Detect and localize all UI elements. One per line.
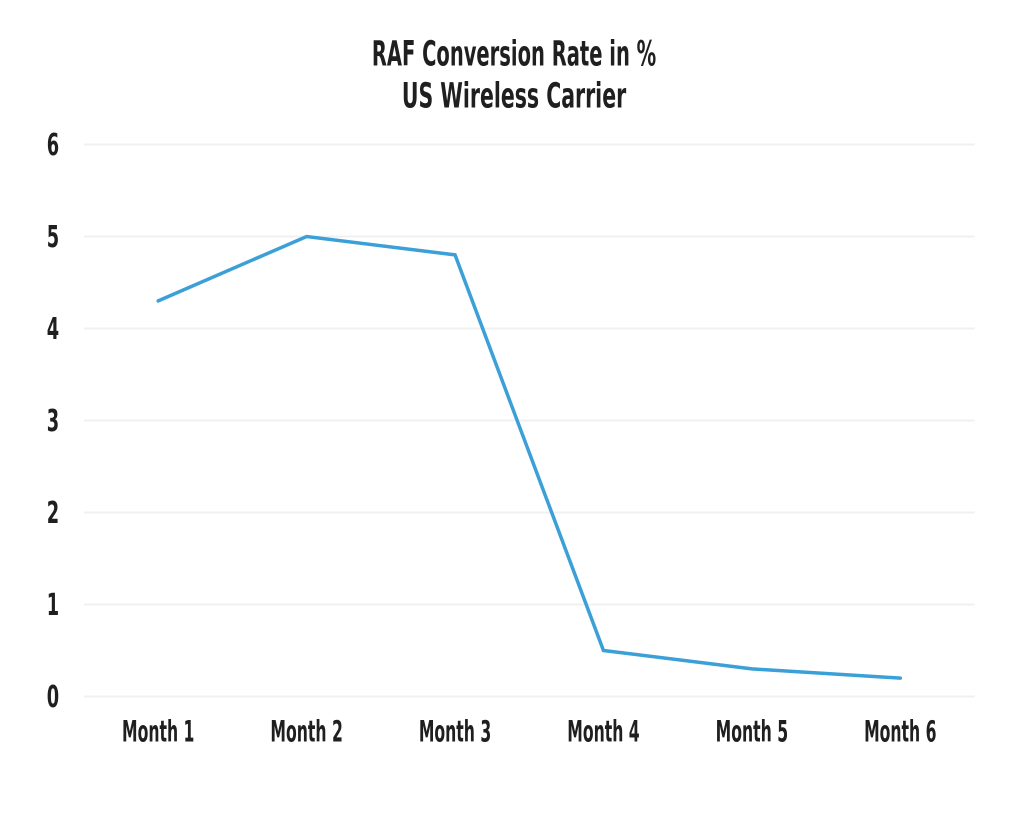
y-tick-label: 2 [47, 495, 59, 530]
x-axis-labels: Month 1 Month 2 Month 3 Month 4 Month 5 Month… [122, 715, 937, 749]
y-tick-label: 4 [47, 311, 59, 346]
chart-subtitle: US Wireless Carrier [402, 75, 627, 115]
data-line [156, 234, 903, 680]
x-axis-label: Month 2 [270, 715, 342, 749]
x-axis-label: Month 6 [864, 715, 936, 749]
y-tick-label: 0 [47, 679, 59, 714]
y-axis-labels: 0 1 2 3 4 5 6 [47, 127, 59, 714]
x-axis-label: Month 3 [419, 715, 491, 749]
y-tick-label: 3 [47, 403, 59, 438]
gridlines [84, 143, 975, 698]
x-axis-label: Month 1 [122, 715, 194, 749]
x-axis-label: Month 4 [567, 715, 639, 749]
y-tick-label: 1 [47, 587, 59, 622]
x-axis-label: Month 5 [716, 715, 788, 749]
chart-title: RAF Conversion Rate in % [372, 33, 656, 74]
y-tick-label: 6 [47, 127, 59, 162]
y-tick-label: 5 [47, 219, 59, 254]
